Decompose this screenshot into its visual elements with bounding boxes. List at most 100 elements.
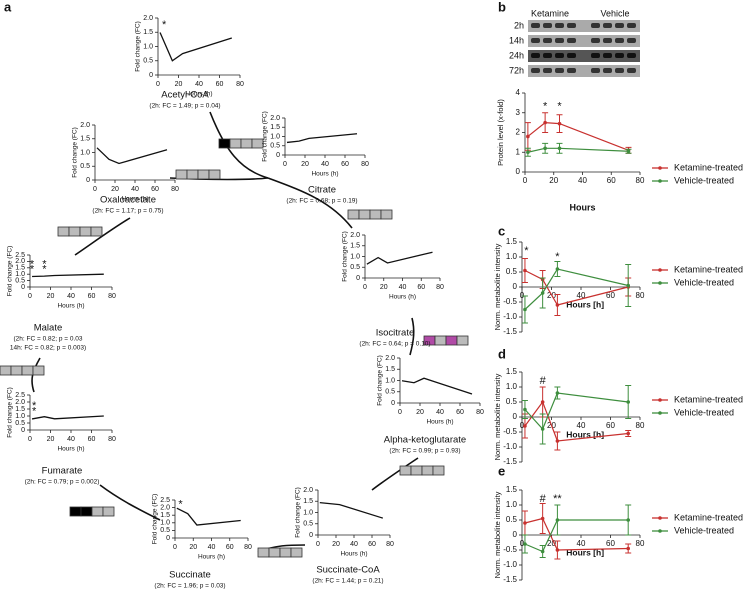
legend-label: Ketamine-treated [674,264,743,274]
y-tick-label: 1.5 [15,406,25,413]
data-point [523,542,527,546]
y-tick-label: 1.0 [506,382,518,391]
y-axis-label: Norm. metabolite intensity [493,491,502,578]
x-tick-label: 20 [547,539,556,548]
x-tick-label: 0 [28,293,32,300]
legend-label: Vehicle-treated [674,525,734,535]
x-tick-label: 60 [417,284,425,291]
annotation: * [543,101,548,113]
connector [267,177,353,229]
heat-square [240,138,253,149]
y-tick-label: 0 [149,72,153,79]
y-axis-label: Norm. metabolite intensity [493,373,502,460]
x-tick-label: 40 [577,291,586,300]
x-tick-label: 40 [399,284,407,291]
data-point [540,549,545,554]
series-line [286,133,358,144]
series-line [401,377,473,395]
y-tick-label: 4 [516,88,521,97]
heat-square [218,138,231,149]
x-tick-label: 0 [398,409,402,416]
y-tick-label: 1.0 [350,253,360,260]
x-tick-label: 40 [131,186,139,193]
y-axis-label: Fold change (FC) [7,387,14,438]
y-tick-label: -1.5 [503,457,517,466]
data-point [523,407,527,412]
x-axis-label: Hours (h) [389,294,416,301]
data-point [555,267,560,271]
data-point [543,120,547,125]
annotation: * [30,259,35,271]
series-line [176,507,241,526]
y-tick-label: 0.5 [303,521,313,528]
y-axis-label: Fold change (FC) [135,21,142,72]
x-tick-label: 20 [47,293,55,300]
panel-letter: a [4,0,12,14]
y-tick-label: 2.0 [270,115,280,122]
x-tick-label: 80 [636,421,645,430]
x-tick-label: 0 [316,541,320,548]
metabolite-name: Alpha-ketoglutarate [384,435,466,446]
x-tick-label: 80 [636,539,645,548]
heat-square [69,506,82,517]
legend-label: Ketamine-treated [674,512,743,522]
y-tick-label: 0.5 [270,143,280,150]
annotation: * [555,251,560,263]
data-point [540,400,545,404]
y-tick-label: 3 [516,108,521,117]
blot-band [615,38,624,43]
connector [209,111,269,179]
panel-letter: d [498,346,506,361]
x-tick-label: 60 [368,541,376,548]
x-tick-label: 0 [173,544,177,551]
x-tick-label: 60 [341,161,349,168]
blot-band [591,68,600,73]
x-tick-label: 60 [151,186,159,193]
y-axis-label: Fold change (FC) [377,355,384,406]
legend-dot [658,268,662,272]
heat-square [268,547,281,558]
data-point [626,400,630,404]
series-line [527,147,629,153]
heat-square [80,506,93,517]
blot-band [627,38,636,43]
heat-square [421,465,434,476]
x-tick-label: 40 [321,161,329,168]
stats-caption: (2h: FC = 0.99; p = 0.93) [389,448,460,455]
blot-band [603,38,612,43]
blot-strip [528,35,640,47]
legend-label: Vehicle-treated [674,407,734,417]
y-tick-label: 0.5 [143,58,153,65]
data-point [626,149,631,154]
x-tick-label: 0 [156,81,160,88]
connector [99,484,161,521]
blot-band [627,68,636,73]
y-tick-label: 0.5 [15,277,25,284]
y-tick-label: -1.0 [503,442,517,451]
blot-band [543,68,552,73]
heat-square [102,506,115,517]
y-tick-label: 2.0 [15,258,25,265]
metabolite-name: Fumarate [42,466,83,477]
x-tick-label: 80 [171,186,179,193]
heat-square [32,365,45,376]
y-tick-label: 1.5 [80,136,90,143]
x-tick-label: 60 [226,544,234,551]
y-tick-label: 2.5 [15,392,25,399]
blot-band [591,38,600,43]
y-axis-label: Fold change (FC) [295,487,302,538]
annotation: * [42,259,47,271]
data-point [526,134,530,139]
metabolite-name: Citrate [308,185,336,196]
panel-letter: b [498,0,506,14]
series-line [524,269,629,306]
blot-band [627,23,636,28]
x-tick-label: 20 [111,186,119,193]
y-tick-label: 2 [516,128,521,137]
stats-caption: (2h: FC = 1.49; p = 0.04) [149,103,220,110]
series-line [159,32,232,62]
connector [371,457,419,491]
metabolite-name: Succinate-CoA [316,565,380,576]
x-tick-label: 40 [67,436,75,443]
y-tick-label: 0 [21,427,25,434]
